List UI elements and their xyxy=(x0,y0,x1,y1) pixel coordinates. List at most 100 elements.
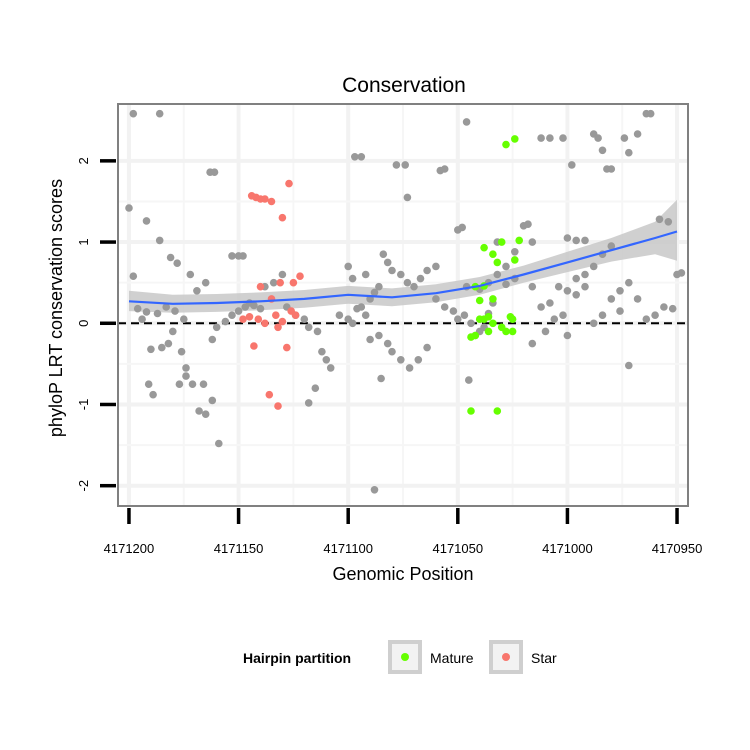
data-point-mature xyxy=(493,258,502,267)
data-point-other xyxy=(502,280,510,289)
data-point-other xyxy=(546,134,554,142)
data-point-other xyxy=(311,384,320,393)
data-point-other xyxy=(572,274,580,283)
data-point-other xyxy=(208,396,217,405)
data-point-other xyxy=(651,311,659,320)
data-point-other xyxy=(173,259,181,268)
data-point-other xyxy=(300,315,309,324)
data-point-mature xyxy=(484,327,493,336)
data-point-other xyxy=(568,161,576,169)
data-point-other xyxy=(655,215,664,224)
data-point-other xyxy=(377,374,385,383)
data-point-other xyxy=(201,278,210,287)
legend-marker-star xyxy=(502,653,510,661)
data-point-other xyxy=(465,376,473,384)
data-point-other xyxy=(182,364,190,372)
data-point-other xyxy=(212,323,221,332)
data-point-other xyxy=(164,339,173,348)
data-point-other xyxy=(449,307,458,315)
data-point-other xyxy=(186,270,195,279)
data-point-star xyxy=(283,343,291,352)
data-point-other xyxy=(133,304,142,313)
data-point-other xyxy=(392,161,401,169)
data-point-other xyxy=(239,252,247,260)
data-point-other xyxy=(370,486,379,494)
y-axis-title: phyloP LRT conservation scores xyxy=(46,179,66,437)
data-point-other xyxy=(348,319,357,328)
data-point-other xyxy=(388,266,396,275)
data-point-mature xyxy=(497,238,506,246)
data-point-other xyxy=(598,146,607,155)
data-point-other xyxy=(403,278,412,287)
data-point-star xyxy=(254,315,263,324)
data-point-other xyxy=(511,248,519,256)
data-point-mature xyxy=(480,243,488,252)
data-point-other xyxy=(454,315,462,324)
data-point-other xyxy=(572,236,580,245)
data-point-other xyxy=(554,282,563,291)
legend-marker-mature xyxy=(401,653,409,661)
data-point-other xyxy=(563,331,572,340)
data-point-other xyxy=(642,315,651,324)
y-tick-label: -2 xyxy=(76,480,91,492)
data-point-other xyxy=(335,311,344,320)
data-point-star xyxy=(291,311,300,320)
data-point-mature xyxy=(475,296,484,305)
data-point-other xyxy=(147,345,155,354)
data-point-star xyxy=(276,278,285,287)
data-point-other xyxy=(546,299,554,307)
x-tick-label: 4170950 xyxy=(652,541,703,556)
data-point-mature xyxy=(511,256,519,264)
data-point-other xyxy=(180,315,188,324)
data-point-other xyxy=(155,236,164,245)
data-point-other xyxy=(625,361,633,370)
data-point-mature xyxy=(493,407,502,415)
data-point-other xyxy=(460,311,469,320)
data-point-mature xyxy=(467,407,475,415)
grid xyxy=(118,104,688,506)
chart-title: Conservation xyxy=(342,74,466,97)
data-point-mature xyxy=(515,236,523,245)
data-point-other xyxy=(581,236,589,245)
legend-item-star: Star xyxy=(489,640,557,674)
data-point-other xyxy=(668,304,677,313)
data-point-other xyxy=(322,356,331,364)
data-point-other xyxy=(357,153,366,161)
data-point-mature xyxy=(489,295,497,303)
data-point-other xyxy=(144,380,153,389)
data-point-other xyxy=(458,223,467,232)
data-point-mature xyxy=(502,140,510,149)
y-tick-label: 1 xyxy=(76,238,91,245)
data-point-other xyxy=(375,331,383,340)
data-point-other xyxy=(524,220,532,228)
data-point-other xyxy=(537,134,545,142)
data-point-mature xyxy=(489,319,497,328)
data-point-star xyxy=(274,323,282,332)
data-point-other xyxy=(416,274,425,283)
data-point-other xyxy=(581,282,589,291)
data-point-other xyxy=(304,323,313,332)
data-point-other xyxy=(304,399,313,407)
data-point-other xyxy=(423,343,431,352)
data-point-star xyxy=(272,311,280,320)
data-point-other xyxy=(351,153,359,161)
data-point-other xyxy=(397,356,405,364)
data-point-star xyxy=(245,313,254,321)
data-point-star xyxy=(261,195,269,203)
data-point-mature xyxy=(467,333,475,341)
data-point-other xyxy=(195,407,203,415)
legend-label-mature: Mature xyxy=(430,650,474,666)
data-point-star xyxy=(285,179,293,188)
data-point-other xyxy=(379,250,388,258)
data-point-other xyxy=(153,309,162,318)
data-point-star xyxy=(278,317,287,326)
data-point-other xyxy=(383,339,392,348)
data-point-other xyxy=(201,410,210,419)
data-point-other xyxy=(528,238,537,246)
data-point-star xyxy=(289,278,298,287)
data-point-other xyxy=(166,253,175,262)
data-point-other xyxy=(208,335,217,344)
x-tick-label: 4171050 xyxy=(432,541,483,556)
data-point-other xyxy=(559,311,567,320)
data-point-other xyxy=(348,274,357,283)
